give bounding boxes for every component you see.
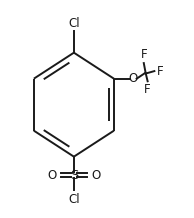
Text: F: F <box>140 48 147 61</box>
Text: S: S <box>70 169 78 182</box>
Text: Cl: Cl <box>68 17 80 30</box>
Text: F: F <box>157 65 163 78</box>
Text: Cl: Cl <box>68 193 80 206</box>
Text: O: O <box>129 72 138 85</box>
Text: O: O <box>91 169 100 182</box>
Text: F: F <box>144 83 151 96</box>
Text: O: O <box>47 169 57 182</box>
